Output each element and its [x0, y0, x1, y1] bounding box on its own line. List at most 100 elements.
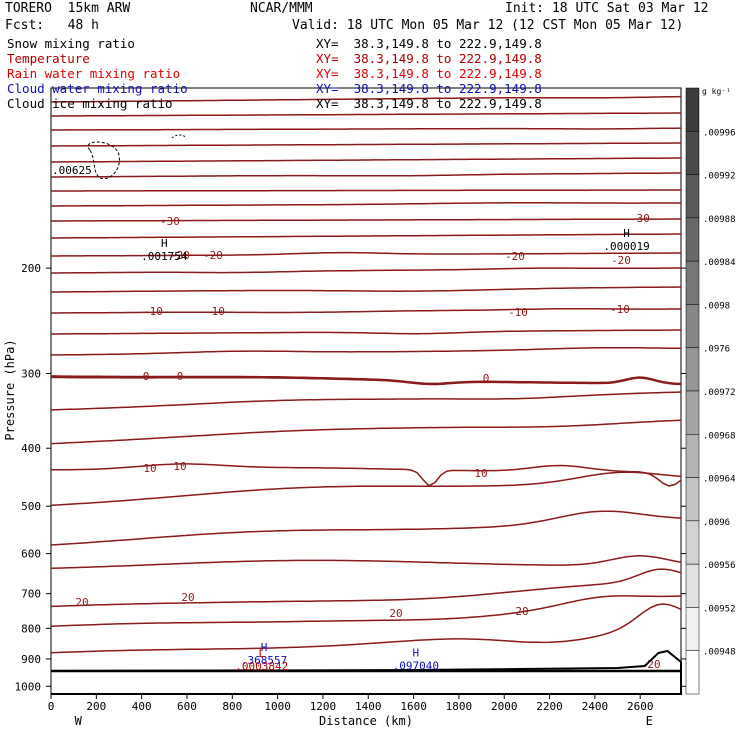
- x-tick-label: 2000: [491, 700, 518, 713]
- legend-temperature-label: Temperature: [7, 51, 90, 66]
- temperature-isotherm: [51, 329, 681, 335]
- temperature-isotherm: [50, 471, 682, 507]
- temperature-isotherm: [51, 157, 681, 163]
- x-tick-label: 600: [177, 700, 197, 713]
- y-tick-label: 500: [21, 500, 41, 513]
- x-tick-label: 1200: [310, 700, 337, 713]
- x-tick-label: 0: [48, 700, 55, 713]
- snow-contour-label: .00625: [52, 164, 92, 177]
- temperature-isotherm: [51, 267, 681, 274]
- x-tick-label: 2600: [627, 700, 654, 713]
- isotherm-label: 10: [474, 467, 487, 480]
- x-axis-label: Distance (km): [319, 714, 413, 728]
- isotherm-label: -20: [170, 249, 190, 262]
- colorbar-cell: [685, 304, 700, 348]
- snow-contour: [87, 141, 120, 180]
- y-tick-label: 400: [21, 442, 41, 455]
- temperature-isotherm: [50, 391, 682, 411]
- zero-degree-isotherm: [50, 375, 682, 386]
- colorbar-cell: [685, 477, 700, 522]
- x-tick-label: 2200: [536, 700, 563, 713]
- temperature-isotherm: [51, 233, 681, 239]
- y-tick-label: 200: [21, 262, 41, 275]
- temperature-isotherm: [51, 202, 681, 207]
- colorbar-label: .00988: [703, 215, 736, 225]
- model-title: TORERO 15km ARW: [5, 1, 131, 16]
- legend-rain-xy: XY= 38.3,149.8 to 222.9,149.8: [316, 66, 542, 81]
- y-tick-label: 1000: [15, 680, 42, 693]
- isotherm-label: 10: [173, 460, 186, 473]
- colorbar-label: .00952: [703, 604, 736, 614]
- colorbar-label: .0976: [703, 345, 730, 355]
- x-tick-label: 1600: [400, 700, 427, 713]
- temperature-isotherm: [50, 595, 682, 628]
- isotherm-label: -20: [611, 254, 631, 267]
- east-endpoint-label: E: [646, 714, 653, 728]
- isotherm-label: -10: [205, 305, 225, 318]
- legend-snow-xy: XY= 38.3,149.8 to 222.9,149.8: [316, 36, 542, 51]
- colorbar-label: .00964: [703, 475, 736, 485]
- x-tick-label: 2400: [582, 700, 609, 713]
- temperature-isotherm: [51, 172, 681, 178]
- isotherm-label: -20: [203, 249, 223, 262]
- colorbar-label: .00984: [703, 258, 736, 268]
- colorbar-label: .00996: [703, 128, 736, 138]
- temperature-isotherm: [51, 307, 681, 314]
- colorbar-units: g kg⁻¹: [702, 87, 731, 96]
- colorbar-label: .0096: [703, 518, 730, 528]
- extremum-marker: H: [261, 641, 268, 654]
- y-tick-label: 300: [21, 367, 41, 380]
- colorbar-label: .00956: [703, 561, 736, 571]
- colorbar-cell: [685, 607, 700, 651]
- colorbar-cell: [685, 347, 700, 392]
- temperature-isotherm: [51, 112, 681, 117]
- extremum-marker: L: [258, 647, 265, 660]
- isotherm-label: 0: [177, 370, 184, 383]
- y-axis-label: Pressure (hPa): [3, 339, 17, 440]
- extremum-value: .368557: [241, 654, 287, 667]
- extremum-value: .000019: [603, 240, 649, 253]
- extremum-marker: H: [161, 237, 168, 250]
- center-name: NCAR/MMM: [250, 1, 313, 16]
- isotherm-label: 20: [181, 591, 194, 604]
- colorbar-cell: [685, 520, 700, 565]
- temperature-isotherm: [51, 127, 682, 131]
- colorbar-cell: [685, 131, 700, 175]
- x-tick-label: 1400: [355, 700, 382, 713]
- legend-snow-label: Snow mixing ratio: [7, 36, 135, 51]
- temperature-isotherm: [50, 555, 682, 570]
- temperature-isotherm: [50, 510, 682, 546]
- terrain-surface: [50, 649, 682, 695]
- extremum-value: .001754: [141, 250, 188, 263]
- init-time: Init: 18 UTC Sat 03 Mar 12: [505, 1, 709, 16]
- colorbar-cell: [685, 174, 700, 219]
- legend-cloud-water-xy: XY= 38.3,149.8 to 222.9,149.8: [316, 81, 542, 96]
- extremum-value: .097040: [393, 660, 439, 673]
- extremum-marker: H: [623, 227, 630, 240]
- isotherm-label: 20: [75, 596, 88, 609]
- isotherm-label: 20: [647, 658, 660, 671]
- forecast-hour: Fcst: 48 h: [5, 18, 99, 33]
- colorbar-cell: [685, 434, 700, 478]
- isotherm-label: 20: [515, 605, 528, 618]
- temperature-isotherm: [50, 419, 682, 445]
- legend-temperature-xy: XY= 38.3,149.8 to 222.9,149.8: [316, 51, 542, 66]
- colorbar-cell: [685, 87, 700, 132]
- isotherm-label: 0: [143, 370, 150, 383]
- temperature-isotherm: [50, 568, 682, 608]
- x-tick-label: 200: [86, 700, 106, 713]
- isotherm-label: -10: [508, 306, 528, 319]
- colorbar-label: .0098: [703, 301, 730, 311]
- temperature-isotherm: [51, 463, 682, 487]
- legend-cloud-ice-xy: XY= 38.3,149.8 to 222.9,149.8: [316, 96, 542, 111]
- x-tick-label: 800: [222, 700, 242, 713]
- colorbar-cell: [685, 217, 700, 262]
- y-tick-label: 900: [21, 653, 41, 666]
- x-tick-label: 400: [132, 700, 152, 713]
- colorbar-label: .00968: [703, 431, 736, 441]
- isotherm-label: 0: [483, 372, 490, 385]
- x-tick-label: 1800: [446, 700, 473, 713]
- isotherm-label: -30: [160, 215, 180, 228]
- temperature-isotherm: [50, 603, 682, 654]
- temperature-isotherm: [51, 251, 681, 257]
